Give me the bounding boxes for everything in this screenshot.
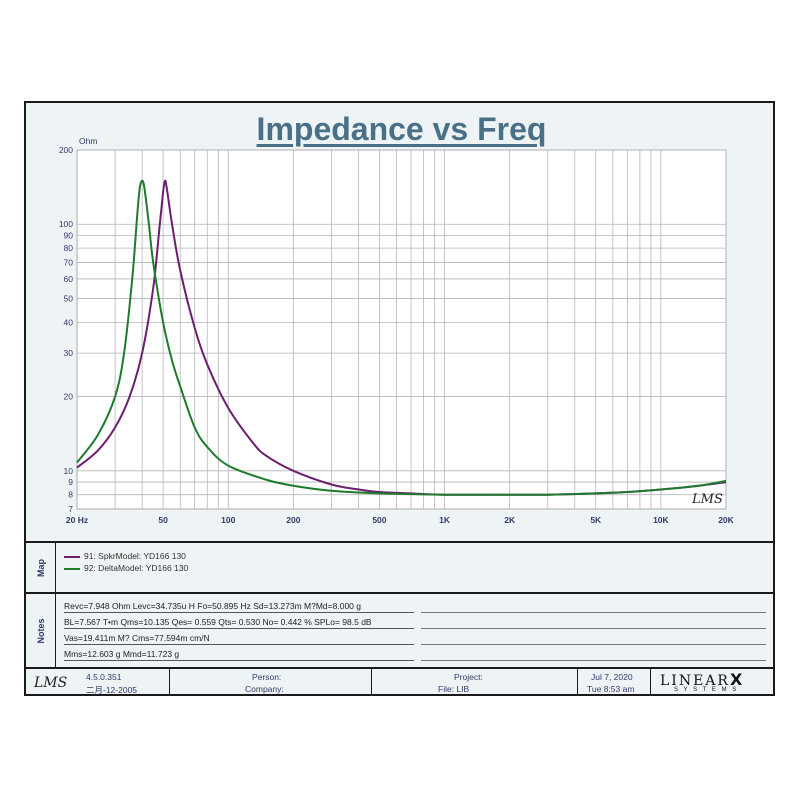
y-tick-label: 40 (64, 317, 74, 327)
lms-watermark: LMS (691, 492, 723, 507)
x-tick-label: 2K (504, 515, 516, 525)
x-tick-label: 5K (590, 515, 602, 525)
legend-item: 92: DeltaModel: YD166 130 (64, 563, 188, 573)
y-tick-label: 100 (59, 219, 73, 229)
report-date: Jul 7, 2020 (591, 672, 633, 682)
y-tick-label: 8 (68, 490, 73, 500)
x-tick-label: 1K (439, 515, 451, 525)
x-tick-label: 500 (372, 515, 386, 525)
notes-tab-label: Notes (35, 617, 46, 644)
y-tick-label: 80 (64, 243, 74, 253)
map-tab-label: Map (35, 558, 46, 577)
report-time: Tue 8:53 am (587, 684, 635, 694)
impedance-chart: 20 Hz 50 100 200 500 1K 2K 5K 10K 20K 7 8 910 20 30 40 5… (59, 136, 735, 525)
y-tick-label: 30 (64, 348, 74, 358)
y-tick-label: 50 (64, 293, 74, 303)
y-tick-label: 70 (64, 257, 74, 267)
y-tick-label: 90 (64, 231, 74, 241)
note-blank-line (421, 648, 766, 661)
plot-area (76, 149, 727, 510)
build-date: 二月-12-2005 (86, 685, 138, 695)
footer: LMS 4.5.0.351 二月-12-2005 Person: Company… (26, 667, 773, 696)
x-tick-label: 10K (653, 515, 669, 525)
lms-logo: LMS (34, 675, 68, 691)
x-tick-label: 100 (221, 515, 235, 525)
report-frame: Impedance vs Freq 20 Hz 50 100 200 500 1K 2K 5K… (24, 101, 775, 696)
divider (650, 669, 651, 696)
notes-tab: Notes (26, 594, 56, 667)
note-blank-line (421, 632, 766, 645)
divider (169, 669, 170, 696)
legend-swatch (64, 567, 80, 570)
legend-item: 91: SpkrModel: YD166 130 (64, 551, 186, 561)
project-label: Project: (454, 672, 483, 682)
series-line (76, 179, 727, 496)
x-tick-label: 50 (158, 515, 168, 525)
divider (577, 669, 578, 696)
brand-text: LINEAR (660, 673, 730, 689)
version: 4.5.0.351 (86, 672, 122, 682)
map-section: Map 91: SpkrModel: YD166 130 92: DeltaMo… (26, 541, 773, 592)
note-line: Vas=19.411m M? Cms=77.594m cm/N (64, 632, 414, 645)
file-label: File: LIB (438, 684, 470, 694)
x-tick-label: 200 (286, 515, 300, 525)
chart-title: Impedance vs Freq (256, 111, 547, 147)
y-tick-label: 60 (64, 274, 74, 284)
legend-label: 92: DeltaModel: YD166 130 (84, 563, 189, 573)
y-tick-label: 7 (68, 504, 73, 514)
y-axis-label: Ohm (79, 136, 97, 146)
y-tick-label: 9 (68, 477, 73, 487)
y-tick-label: 200 (59, 145, 73, 155)
y-tick-label: 20 (64, 392, 74, 402)
person-label: Person: (252, 672, 282, 682)
brand-systems: S Y S T E M S (674, 687, 739, 693)
note-line: Revc=7.948 Ohm Levc=34.735u H Fo=50.895 … (64, 600, 414, 613)
linearx-logo: LINEARX (660, 670, 744, 689)
brand-x: X (729, 670, 745, 689)
divider (371, 669, 372, 696)
company-label: Company: (245, 684, 284, 694)
note-line: Mms=12.603 g Mmd=11.723 g (64, 648, 414, 661)
y-tick-label: 10 (64, 466, 74, 476)
notes-section: Notes Revc=7.948 Ohm Levc=34.735u H Fo=5… (26, 592, 773, 667)
legend-label: 91: SpkrModel: YD166 130 (84, 551, 186, 561)
note-blank-line (421, 616, 766, 629)
note-line: BL=7.567 T•m Qms=10.135 Qes= 0.559 Qts= … (64, 616, 414, 629)
x-tick-label: 20K (718, 515, 734, 525)
map-tab: Map (26, 543, 56, 592)
x-tick-label: 20 Hz (66, 515, 88, 525)
note-blank-line (421, 600, 766, 613)
legend-swatch (64, 555, 80, 558)
